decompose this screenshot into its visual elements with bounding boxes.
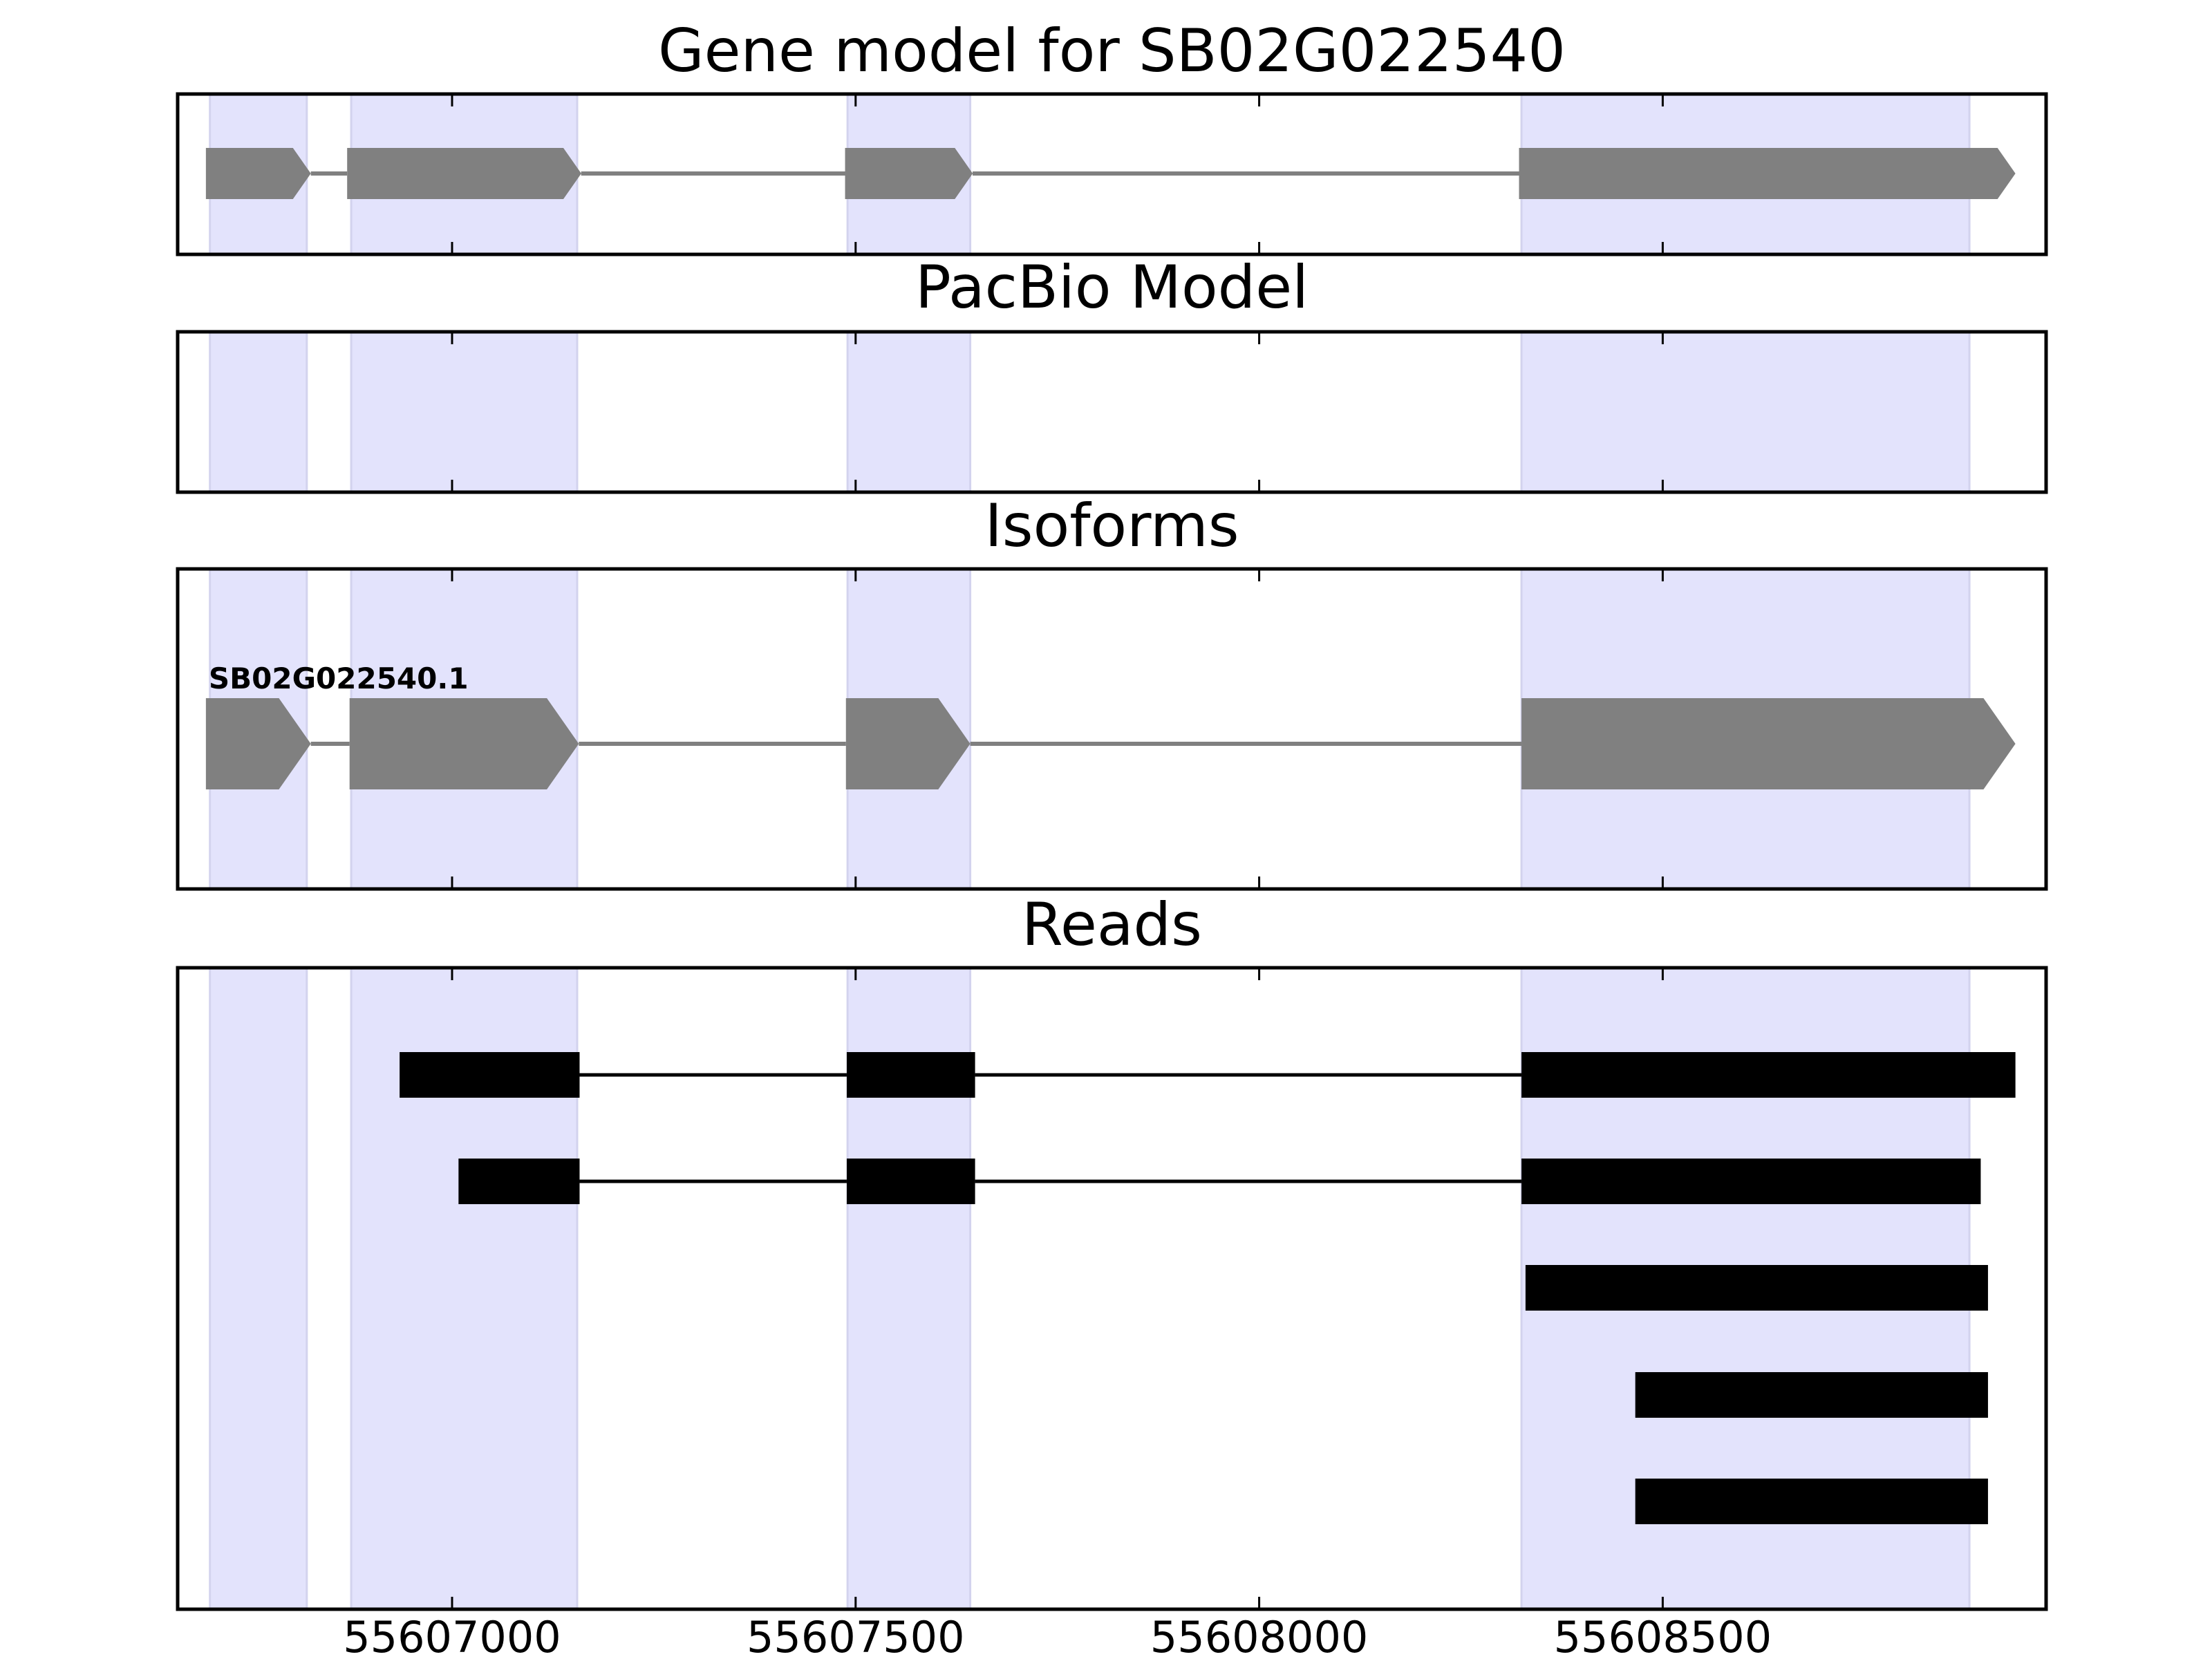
- read-track: [1525, 1265, 1988, 1311]
- panel-title: Gene model for SB02G022540: [658, 17, 1566, 86]
- read-exon-block: [846, 1052, 975, 1098]
- exon-region-band: [209, 330, 308, 494]
- read-exon-block: [400, 1052, 580, 1098]
- read-track: [458, 1159, 1981, 1204]
- x-tick-label: 55607500: [747, 1612, 965, 1659]
- panel-pacbio-model: PacBio Model: [176, 148, 2048, 494]
- exon-arrow: [845, 148, 973, 199]
- transcript-track: SB02G022540.1: [205, 662, 2016, 789]
- panel-title: Isoforms: [984, 491, 1239, 561]
- panel-frame: [176, 966, 2048, 1611]
- panel-title: Reads: [1022, 890, 1202, 959]
- isoform-label: SB02G022540.1: [209, 662, 469, 695]
- read-exon-block: [846, 1159, 975, 1204]
- read-exon-block: [1521, 1052, 2016, 1098]
- panel-title: PacBio Model: [915, 253, 1309, 322]
- panel-frame: [176, 567, 2048, 891]
- x-tick-label: 55608000: [1150, 1612, 1369, 1659]
- exon-arrow: [1519, 148, 2016, 199]
- exon-region-band: [846, 330, 972, 494]
- read-track: [400, 1052, 2016, 1098]
- read-exon-block: [1525, 1265, 1988, 1311]
- panel-frame: [176, 92, 2048, 256]
- transcript-track: [383, 148, 2016, 199]
- exon-arrow: [383, 148, 581, 199]
- exon-arrow: [205, 148, 311, 199]
- read-exon-block: [1521, 1159, 1981, 1204]
- panel-isoforms: Isoforms SB02G022540.1: [176, 491, 2048, 891]
- exon-arrow: [1521, 698, 2016, 789]
- exon-region-band: [209, 966, 308, 1611]
- exon-arrow: [845, 698, 971, 789]
- panel-frame: [176, 330, 2048, 494]
- read-exon-block: [1635, 1479, 1988, 1524]
- read-exon-block: [458, 1159, 580, 1204]
- read-track: [1635, 1372, 1988, 1418]
- panel-reads: Reads: [176, 890, 2048, 1611]
- panel-gene-model: Gene model for SB02G022540: [176, 17, 2048, 256]
- exon-region-band: [1520, 330, 1971, 494]
- read-track: [1635, 1479, 1988, 1524]
- x-tick-label: 55607000: [343, 1612, 561, 1659]
- exon-arrow: [205, 698, 311, 789]
- read-exon-block: [1635, 1372, 1988, 1418]
- exon-arrow: [349, 698, 579, 789]
- x-tick-label: 55608500: [1554, 1612, 1772, 1659]
- exon-region-band: [350, 330, 579, 494]
